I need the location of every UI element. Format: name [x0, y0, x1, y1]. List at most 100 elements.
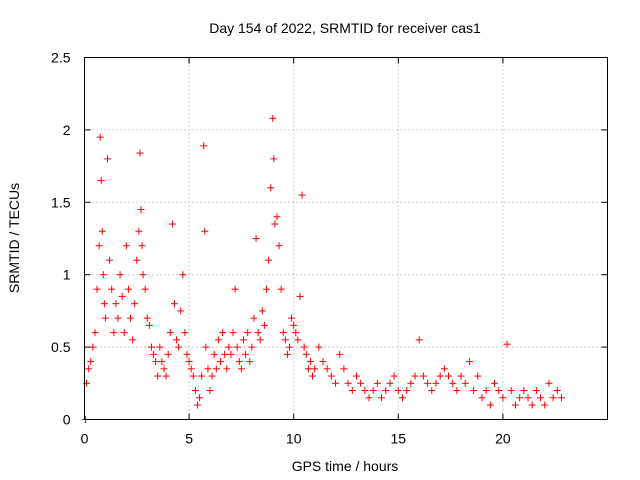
data-point	[98, 227, 106, 235]
data-point	[528, 401, 536, 409]
x-axis-label: GPS time / hours	[292, 458, 399, 474]
data-point	[200, 142, 208, 150]
data-point	[311, 365, 319, 373]
y-tick-label: 0.5	[51, 339, 71, 355]
data-point	[233, 343, 241, 351]
data-point	[252, 235, 260, 242]
data-point	[164, 350, 172, 358]
data-point	[97, 177, 105, 185]
data-point	[340, 365, 348, 373]
data-point	[298, 191, 306, 199]
data-point	[185, 358, 193, 366]
data-point	[242, 350, 250, 358]
data-point	[465, 358, 473, 366]
data-point	[189, 372, 197, 380]
data-point	[154, 372, 162, 380]
tick-labels: 0 5 10 15 20 0 0.5 1 1.5 2 2.5	[51, 50, 511, 447]
data-point	[482, 387, 490, 395]
y-tick-label: 1	[63, 267, 71, 283]
data-point	[202, 343, 210, 351]
data-point	[156, 343, 164, 351]
data-point	[110, 329, 118, 337]
data-point	[175, 343, 183, 351]
data-point	[415, 336, 423, 344]
data-point	[361, 387, 369, 395]
data-point	[216, 358, 224, 366]
data-point	[260, 321, 268, 329]
data-point	[507, 387, 515, 395]
data-point	[499, 394, 507, 402]
data-point	[428, 387, 436, 395]
y-tick-label: 1.5	[51, 194, 71, 210]
data-point	[545, 379, 553, 387]
data-point	[170, 300, 178, 308]
data-point	[315, 343, 323, 351]
data-point	[267, 184, 275, 192]
data-point	[201, 227, 209, 235]
data-point	[138, 242, 146, 250]
data-point	[168, 220, 176, 228]
data-point	[382, 387, 390, 395]
data-point	[348, 387, 356, 395]
data-point	[256, 336, 264, 344]
data-point	[158, 358, 166, 366]
data-point	[162, 372, 170, 380]
data-point	[357, 379, 365, 387]
data-point	[210, 350, 218, 358]
data-point	[279, 329, 287, 337]
data-point	[495, 387, 503, 395]
data-point	[214, 336, 222, 344]
x-tick-label: 20	[495, 431, 511, 447]
y-tick-label: 2.5	[51, 50, 71, 66]
data-point	[181, 329, 189, 337]
data-point	[104, 155, 112, 163]
data-point	[87, 358, 95, 366]
data-point	[136, 149, 144, 157]
data-point	[286, 343, 294, 351]
data-point	[273, 213, 281, 221]
data-point	[129, 336, 137, 344]
data-point	[133, 256, 141, 264]
data-point	[532, 387, 540, 395]
data-point	[225, 343, 233, 351]
plot-frame	[84, 57, 608, 420]
data-point	[327, 372, 335, 380]
data-point	[352, 372, 360, 380]
data-point	[491, 379, 499, 387]
data-point	[99, 271, 107, 279]
data-point	[520, 387, 528, 395]
data-point	[112, 300, 120, 308]
data-point	[457, 372, 465, 380]
data-point	[239, 336, 247, 344]
data-point	[478, 394, 486, 402]
data-point	[436, 372, 444, 380]
data-point	[296, 292, 304, 300]
data-point	[283, 350, 291, 358]
grid-lines	[84, 57, 608, 420]
data-point	[440, 365, 448, 373]
data-point	[116, 271, 124, 279]
data-point	[537, 394, 545, 402]
data-point	[461, 379, 469, 387]
data-point	[541, 401, 549, 409]
data-point	[221, 350, 229, 358]
data-point	[332, 379, 340, 387]
data-point	[336, 350, 344, 358]
data-point	[407, 379, 415, 387]
data-point	[229, 329, 237, 337]
data-point	[250, 314, 258, 322]
data-point	[290, 321, 298, 329]
data-point	[486, 401, 494, 409]
axis-ticks	[84, 57, 608, 420]
data-point	[114, 314, 122, 322]
data-point	[227, 350, 235, 358]
data-point	[219, 329, 227, 337]
data-point	[549, 394, 557, 402]
data-point	[470, 387, 478, 395]
data-point	[193, 401, 201, 409]
data-point	[208, 372, 216, 380]
data-point	[93, 285, 101, 293]
data-point	[191, 387, 199, 395]
data-point	[258, 307, 266, 315]
